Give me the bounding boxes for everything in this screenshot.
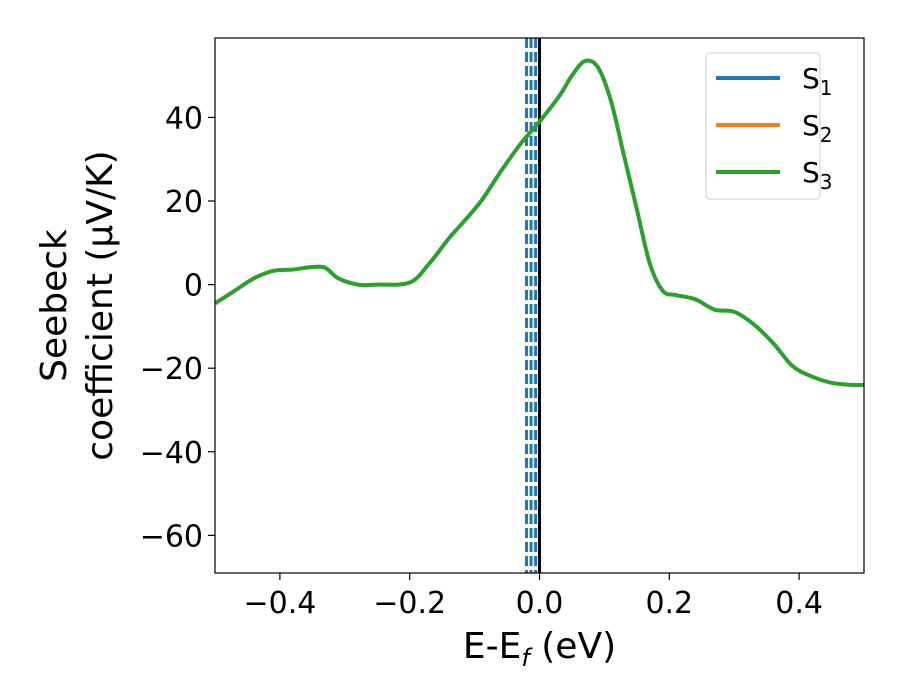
- legend: S1 S2 S3: [705, 52, 833, 200]
- vertical-lines: [525, 38, 541, 573]
- x-tick-label: 0.2: [645, 586, 693, 621]
- y-tick-label: 0: [184, 269, 203, 304]
- y-tick-label: −40: [140, 436, 203, 471]
- legend-label: S3: [802, 156, 833, 194]
- x-tick-label: −0.2: [373, 586, 446, 621]
- x-axis-label-unit: (eV): [530, 626, 616, 667]
- series-line-s3: [215, 58, 864, 388]
- x-axis-label: E-Ef (eV): [463, 626, 616, 672]
- y-tick-label: −60: [140, 519, 203, 554]
- y-tick-label: −20: [140, 352, 203, 387]
- legend-label: S1: [802, 62, 833, 100]
- y-axis-label-line1: Seebeck: [34, 229, 75, 382]
- y-axis-label-line2: coefficient (μV/K): [80, 150, 121, 460]
- x-tick-label: −0.4: [243, 586, 316, 621]
- x-axis-ticks: −0.4 −0.2 0.0 0.2 0.4: [243, 573, 823, 621]
- y-tick-label: 20: [165, 185, 203, 220]
- x-tick-label: 0.0: [516, 586, 564, 621]
- series-layer: [215, 58, 864, 388]
- x-axis-label-main: E-E: [463, 626, 521, 667]
- y-tick-label: 40: [165, 101, 203, 136]
- y-axis-ticks: −60 −40 −20 0 20 40: [140, 101, 215, 554]
- legend-label: S2: [802, 109, 833, 147]
- x-tick-label: 0.4: [775, 586, 823, 621]
